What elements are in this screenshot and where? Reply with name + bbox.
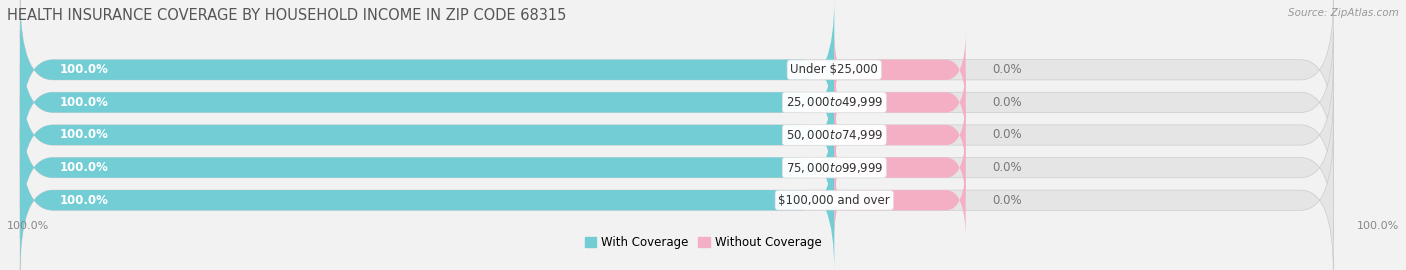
FancyBboxPatch shape [20,129,1333,270]
Text: 0.0%: 0.0% [991,63,1022,76]
Text: $75,000 to $99,999: $75,000 to $99,999 [786,161,883,175]
FancyBboxPatch shape [834,96,966,174]
Text: Under $25,000: Under $25,000 [790,63,879,76]
FancyBboxPatch shape [834,129,966,206]
FancyBboxPatch shape [20,129,834,270]
Text: $50,000 to $74,999: $50,000 to $74,999 [786,128,883,142]
Legend: With Coverage, Without Coverage: With Coverage, Without Coverage [579,231,827,254]
FancyBboxPatch shape [20,64,1333,206]
Text: 100.0%: 100.0% [59,96,108,109]
Text: 0.0%: 0.0% [991,96,1022,109]
FancyBboxPatch shape [834,31,966,109]
Text: 100.0%: 100.0% [59,194,108,207]
Text: $100,000 and over: $100,000 and over [779,194,890,207]
Text: 100.0%: 100.0% [1357,221,1399,231]
FancyBboxPatch shape [834,161,966,239]
FancyBboxPatch shape [20,31,1333,174]
FancyBboxPatch shape [20,64,834,206]
Text: 0.0%: 0.0% [991,161,1022,174]
Text: 0.0%: 0.0% [991,194,1022,207]
Text: 100.0%: 100.0% [7,221,49,231]
Text: HEALTH INSURANCE COVERAGE BY HOUSEHOLD INCOME IN ZIP CODE 68315: HEALTH INSURANCE COVERAGE BY HOUSEHOLD I… [7,8,567,23]
FancyBboxPatch shape [20,96,834,239]
Text: Source: ZipAtlas.com: Source: ZipAtlas.com [1288,8,1399,18]
Text: $25,000 to $49,999: $25,000 to $49,999 [786,95,883,109]
FancyBboxPatch shape [834,64,966,141]
FancyBboxPatch shape [20,31,834,174]
FancyBboxPatch shape [20,96,1333,239]
FancyBboxPatch shape [20,0,1333,141]
Text: 100.0%: 100.0% [59,129,108,141]
Text: 100.0%: 100.0% [59,63,108,76]
Text: 100.0%: 100.0% [59,161,108,174]
FancyBboxPatch shape [20,0,834,141]
Text: 0.0%: 0.0% [991,129,1022,141]
